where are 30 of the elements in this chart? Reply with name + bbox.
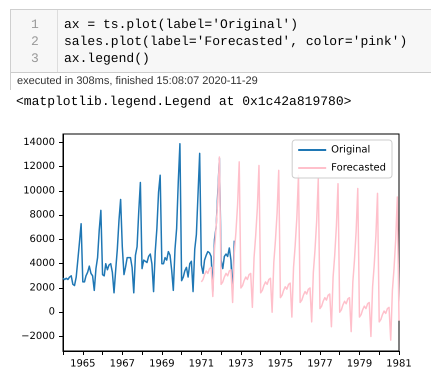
- x-tick-label: 1973: [228, 358, 254, 370]
- text: 2: [31, 33, 39, 50]
- y-tick-label: 12000: [23, 161, 55, 172]
- y-tick-label: 0: [48, 306, 55, 318]
- text: <matplotlib.legend.Legend at 0x1c42a819780>: [16, 94, 352, 109]
- text: 3: [31, 50, 39, 67]
- line-series: [62, 142, 236, 296]
- x-tick-label: 1967: [110, 358, 136, 370]
- text: ax.legend(): [64, 50, 150, 67]
- x-tick-label: 1977: [307, 358, 333, 370]
- x-tick-label: 1979: [346, 358, 372, 370]
- x-tick-label: 1971: [188, 358, 214, 370]
- y-tick-label: −2000: [21, 330, 55, 342]
- y-tick-label: 10000: [23, 185, 55, 196]
- y-tick-label: 14000: [23, 136, 55, 148]
- y-tick-label: 8000: [30, 210, 55, 221]
- legend-label: Original: [331, 144, 370, 156]
- text: 1: [31, 16, 39, 33]
- x-tick-label: 1981: [386, 358, 412, 370]
- y-tick-label: 2000: [30, 282, 55, 294]
- text: executed in 308ms, finished 15:08:07 2020-11-29: [11, 72, 431, 90]
- x-tick-label: 1969: [149, 358, 175, 370]
- text: sales.plot(label='Forecasted', color='pink'): [64, 33, 408, 50]
- x-tick-label: 1965: [70, 358, 96, 370]
- y-tick-label: 6000: [30, 234, 55, 245]
- x-tick-label: 1975: [268, 358, 294, 370]
- legend-label: Forecasted: [331, 162, 386, 174]
- y-tick-label: 4000: [30, 258, 55, 270]
- line-series: [200, 156, 400, 341]
- text: ax = ts.plot(label='Original'): [64, 16, 298, 33]
